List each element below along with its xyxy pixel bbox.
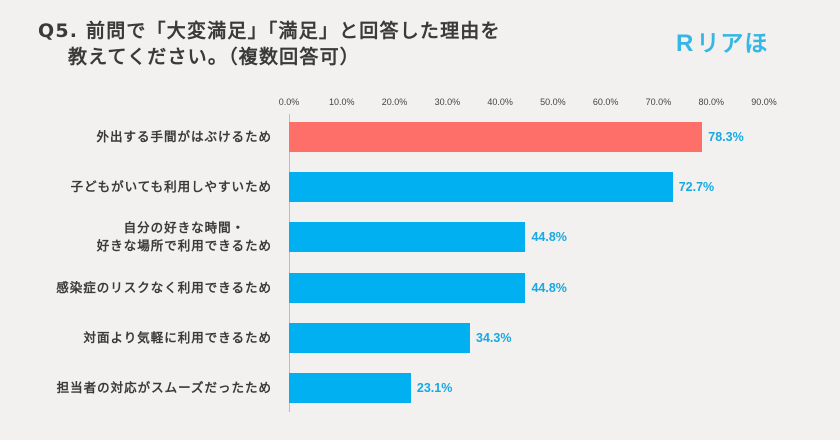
category-label: 担当者の対応がスムーズだったため: [56, 380, 272, 395]
data-label: 23.1%: [416, 381, 453, 395]
category-label: 自分の好きな時間・ 好きな場所で利用できるため: [96, 220, 272, 254]
x-tick-label: 20.0%: [381, 97, 408, 107]
bar-3: [289, 222, 526, 253]
x-tick-label: 40.0%: [487, 97, 513, 107]
bar-4: [289, 272, 526, 303]
data-label: 44.8%: [531, 230, 567, 245]
chart-title-line-2: 教えてください。（複数回答可）: [68, 46, 360, 68]
data-label: 44.8%: [531, 280, 567, 295]
bar-1: [289, 122, 703, 152]
logo-text: リアほ: [696, 31, 769, 57]
x-tick-label: 30.0%: [434, 97, 461, 107]
logo-mark-icon: R: [676, 30, 695, 57]
bar-6: [289, 373, 411, 403]
chart-title-line-1: Q5. 前問で「大変満足」「満足」と回答した理由を: [38, 20, 501, 42]
x-tick-label: 10.0%: [329, 97, 355, 107]
category-label: 感染症のリスクなく利用できるため: [56, 279, 272, 295]
category-label: 外出する手間がはぶけるため: [96, 129, 272, 144]
data-label: 78.3%: [708, 130, 744, 144]
brand-logo: Rリアほ: [676, 30, 768, 58]
category-label: 対面より気軽に利用できるため: [83, 329, 272, 345]
x-tick-label: 60.0%: [592, 97, 619, 107]
data-label: 34.3%: [476, 330, 512, 345]
x-tick-label: 90.0%: [751, 97, 777, 107]
y-axis-line: [289, 114, 290, 412]
x-tick-label: 50.0%: [540, 97, 566, 107]
bar-5: [289, 322, 471, 353]
x-tick-label: 70.0%: [645, 97, 672, 107]
bar-2: [289, 172, 673, 203]
category-label: 子どもがいても利用しやすいため: [70, 179, 272, 195]
data-label: 72.7%: [678, 180, 715, 195]
x-tick-label: 80.0%: [698, 97, 724, 107]
x-tick-label: 0.0%: [278, 97, 300, 107]
